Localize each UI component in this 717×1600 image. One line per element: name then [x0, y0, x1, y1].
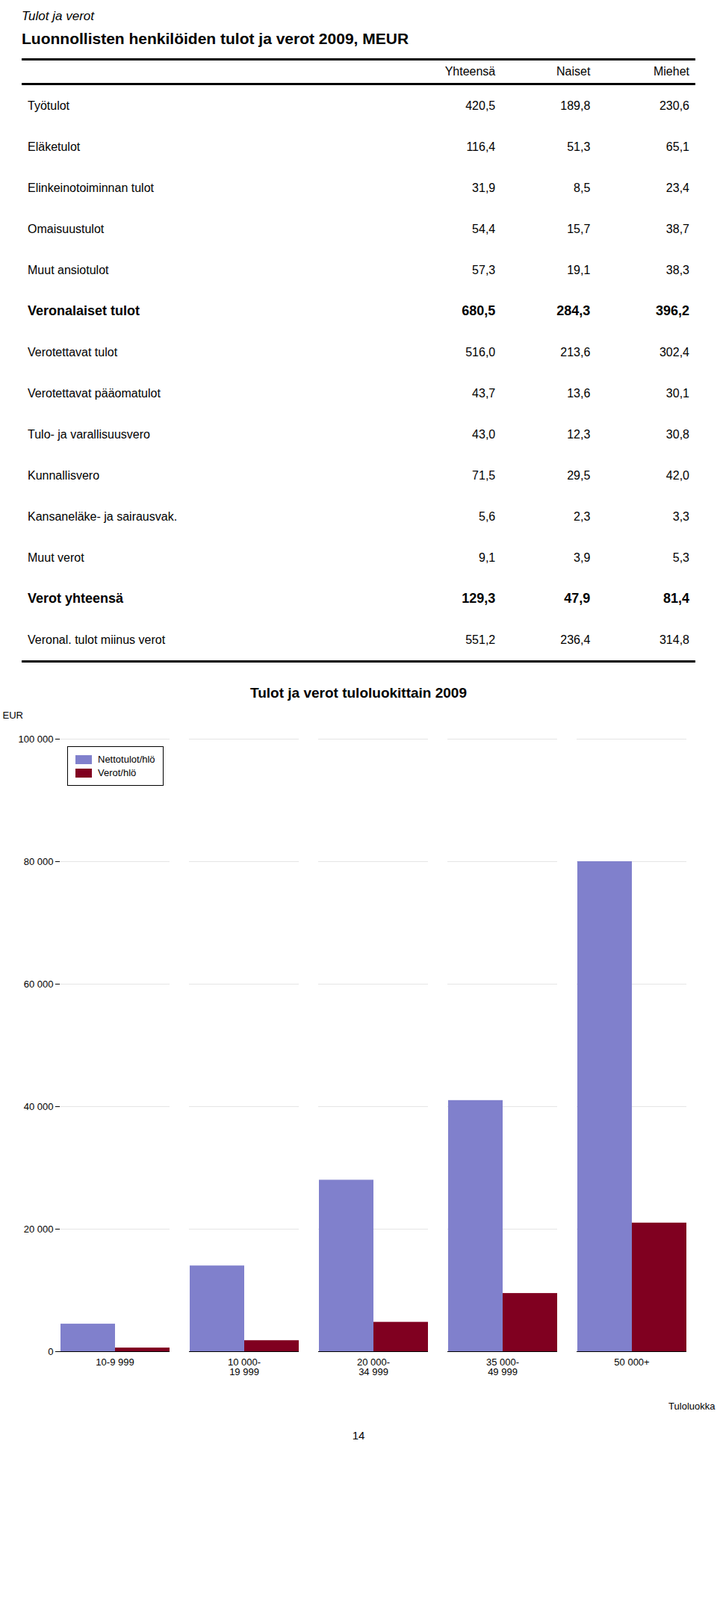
html-text:Kansaneläke- ja sairausvak.: Kansaneläke- ja sairausvak. — [27, 509, 178, 523]
svg-text:20 000: 20 000 — [23, 1223, 54, 1235]
html-text:14: 14 — [352, 1428, 365, 1442]
html-text:Elinkeinotoiminnan tulot: Elinkeinotoiminnan tulot — [27, 181, 154, 194]
html-text:Verotettavat pääomatulot: Verotettavat pääomatulot — [27, 386, 161, 400]
html-text:3,3: 3,3 — [672, 509, 690, 523]
html-text:13,6: 13,6 — [567, 386, 591, 400]
html-text:71,5: 71,5 — [472, 468, 496, 482]
html-text:2,3: 2,3 — [573, 509, 591, 523]
svg-text:10-9 999: 10-9 999 — [95, 1356, 134, 1368]
html-text:8,5: 8,5 — [573, 181, 591, 194]
html-text:230,6: 230,6 — [659, 98, 690, 112]
html-text:Verotettavat tulot: Verotettavat tulot — [27, 345, 118, 359]
html-text:Kunnallisvero: Kunnallisvero — [27, 468, 100, 482]
svg-text:10 000-19 999: 10 000-19 999 — [227, 1356, 261, 1378]
html-text:30,8: 30,8 — [666, 427, 690, 441]
html-text:Verot/hlö: Verot/hlö — [97, 767, 137, 779]
html-text:Tulo- ja varallisuusvero: Tulo- ja varallisuusvero — [27, 427, 151, 441]
svg-text:50 000+: 50 000+ — [613, 1356, 650, 1368]
html-text:396,2: 396,2 — [655, 303, 690, 319]
html-text:65,1: 65,1 — [666, 140, 690, 153]
html-text:47,9: 47,9 — [564, 590, 591, 606]
svg-text:100 000: 100 000 — [18, 733, 54, 745]
html-text:Yhteensä: Yhteensä — [444, 64, 496, 78]
html-text:551,2: 551,2 — [465, 632, 496, 646]
html-text:15,7: 15,7 — [567, 222, 591, 235]
html-text:Miehet: Miehet — [653, 64, 690, 78]
html-text:Naiset: Naiset — [556, 64, 591, 78]
html-text:43,0: 43,0 — [472, 427, 496, 441]
html-text:54,4: 54,4 — [472, 222, 496, 235]
html-text:Tulot ja verot tuloluokittain: Tulot ja verot tuloluokittain 2009 — [250, 684, 467, 701]
html-text:9,1: 9,1 — [478, 550, 496, 564]
html-text:302,4: 302,4 — [659, 345, 690, 359]
svg-text:35 000-49 999: 35 000-49 999 — [486, 1356, 520, 1378]
html-text:57,3: 57,3 — [472, 263, 496, 276]
svg-text:20 000-34 999: 20 000-34 999 — [357, 1356, 390, 1378]
html-text:Omaisuustulot: Omaisuustulot — [27, 222, 105, 235]
html-text:Luonnollisten henkilöiden tulo: Luonnollisten henkilöiden tulot ja verot… — [21, 29, 409, 48]
html-text:189,8: 189,8 — [560, 98, 591, 112]
html-text:31,9: 31,9 — [472, 181, 496, 194]
html-text:314,8: 314,8 — [659, 632, 690, 646]
html-text:Veronal. tulot miinus verot: Veronal. tulot miinus verot — [27, 632, 166, 646]
svg-text:80 000: 80 000 — [23, 855, 54, 868]
html-text:3,9: 3,9 — [573, 550, 591, 564]
html-text:129,3: 129,3 — [461, 590, 496, 606]
html-text:5,6: 5,6 — [478, 509, 496, 523]
html-text:42,0: 42,0 — [666, 468, 690, 482]
html-text:516,0: 516,0 — [465, 345, 496, 359]
svg-text:EUR: EUR — [2, 709, 24, 721]
html-text:51,3: 51,3 — [567, 140, 591, 153]
html-text:Muut verot: Muut verot — [27, 550, 85, 564]
html-text:Työtulot: Työtulot — [27, 98, 70, 112]
html-text:38,7: 38,7 — [666, 222, 690, 235]
html-text:Muut ansiotulot: Muut ansiotulot — [27, 263, 109, 276]
html-text:Tulot ja verot: Tulot ja verot — [21, 8, 95, 24]
html-text:Veronalaiset tulot: Veronalaiset tulot — [27, 303, 140, 319]
svg-text:0: 0 — [47, 1345, 54, 1358]
html-text:19,1: 19,1 — [567, 263, 591, 276]
html-text:81,4: 81,4 — [663, 590, 690, 606]
html-text:12,3: 12,3 — [567, 427, 591, 441]
html-text:29,5: 29,5 — [567, 468, 591, 482]
html-text:236,4: 236,4 — [560, 632, 591, 646]
svg-text:40 000: 40 000 — [23, 1100, 54, 1113]
html-text:5,3: 5,3 — [672, 550, 690, 564]
html-text:43,7: 43,7 — [472, 386, 496, 400]
svg-text:Tuloluokka: Tuloluokka — [668, 1400, 716, 1412]
html-text:23,4: 23,4 — [666, 181, 690, 194]
html-text:Eläketulot: Eläketulot — [27, 140, 81, 153]
html-text:116,4: 116,4 — [466, 140, 496, 153]
html-text:680,5: 680,5 — [461, 303, 496, 319]
html-text:30,1: 30,1 — [666, 386, 690, 400]
html-text:Nettotulot/hlö: Nettotulot/hlö — [97, 753, 156, 765]
html-text:420,5: 420,5 — [465, 98, 496, 112]
html-text:Verot yhteensä: Verot yhteensä — [27, 590, 124, 606]
html-text:284,3: 284,3 — [556, 303, 591, 319]
svg-text:60 000: 60 000 — [23, 978, 54, 990]
html-text:213,6: 213,6 — [560, 345, 591, 359]
html-text:38,3: 38,3 — [666, 263, 690, 276]
